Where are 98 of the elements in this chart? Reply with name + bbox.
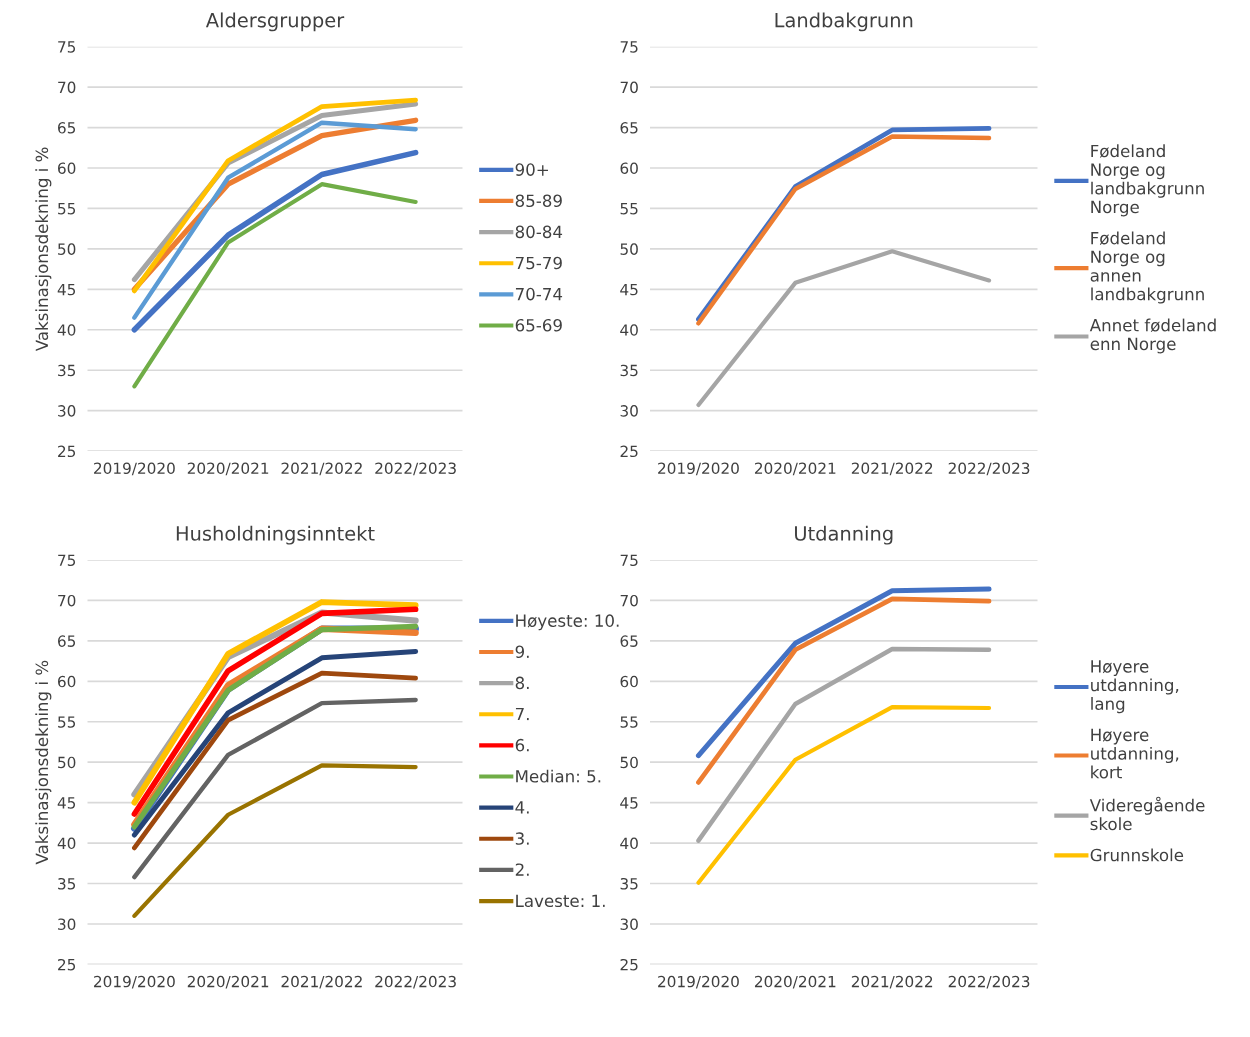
legend-label: 65-69 [515, 318, 562, 332]
y-tick-label: 65 [58, 635, 76, 647]
line-series [696, 596, 992, 785]
y-tick-label: 35 [620, 877, 638, 890]
y-tick-label: 45 [620, 283, 638, 296]
chart-title: Husholdningsinntekt [176, 525, 375, 545]
legend-label: Høyeste: 10. [516, 614, 619, 631]
y-tick-label: 70 [620, 81, 638, 94]
y-tick-label: 60 [58, 675, 76, 688]
x-tick-label: 2021/2022 [851, 975, 933, 989]
y-tick-label: 40 [57, 837, 76, 850]
line-series [132, 182, 418, 389]
y-tick-label: 50 [58, 756, 76, 769]
line-series [696, 646, 992, 843]
chart-title: Landbakgrunn [775, 12, 913, 32]
y-tick-label: 50 [620, 243, 638, 255]
y-tick-label: 60 [58, 162, 76, 175]
x-tick-label: 2019/2020 [94, 462, 175, 476]
x-tick-label: 2022/2023 [948, 462, 1030, 476]
y-tick-label: 25 [58, 958, 76, 971]
legend-label: 2. [515, 863, 529, 876]
y-tick-label: 65 [620, 635, 638, 647]
legend-label: 9. [515, 645, 529, 659]
y-tick-label: 70 [58, 594, 76, 607]
y-tick-label: 45 [620, 797, 638, 809]
y-tick-label: 45 [57, 283, 76, 296]
legend-label: Laveste: 1. [516, 894, 605, 908]
y-tick-label: 45 [57, 797, 76, 809]
y-tick-label: 30 [620, 918, 638, 930]
x-tick-label: 2019/2020 [658, 975, 739, 989]
chart-title: Aldersgrupper [205, 12, 345, 32]
x-tick-label: 2021/2022 [281, 975, 362, 989]
y-tick-label: 50 [58, 243, 76, 255]
x-tick-label: 2021/2022 [851, 462, 933, 476]
x-tick-label: 2020/2021 [187, 975, 269, 989]
legend-label: Grunnskole [1090, 848, 1184, 862]
legend-label: 3. [515, 832, 529, 845]
legend-label: 85-89 [515, 194, 562, 208]
y-tick-label: 55 [58, 203, 76, 215]
x-tick-label: 2020/2021 [754, 975, 836, 989]
legend-label: 80-84 [515, 225, 563, 239]
y-tick-label: 30 [620, 405, 638, 417]
y-tick-label: 30 [58, 918, 76, 930]
y-tick-label: 75 [620, 554, 638, 566]
y-tick-label: 65 [620, 122, 638, 134]
y-tick-label: 75 [58, 554, 76, 566]
legend-label: 7. [515, 707, 529, 721]
y-tick-label: 60 [620, 162, 638, 175]
y-tick-label: 40 [620, 837, 638, 850]
legend-label: 4. [515, 801, 529, 814]
legend-label: Annet fødeland enn Norge [1089, 318, 1216, 354]
legend-label: Median: 5. [516, 769, 601, 783]
x-tick-label: 2019/2020 [94, 975, 175, 989]
y-tick-label: 30 [58, 405, 76, 417]
x-tick-label: 2022/2023 [375, 462, 456, 476]
y-tick-label: 40 [57, 324, 76, 336]
x-tick-label: 2019/2020 [658, 462, 739, 476]
y-tick-label: 65 [58, 122, 76, 134]
x-tick-label: 2020/2021 [187, 462, 269, 476]
legend-label: 75-79 [515, 256, 562, 270]
line-series [132, 697, 418, 880]
y-tick-label: 25 [58, 445, 76, 458]
legend-label: 8. [515, 676, 529, 690]
legend-label: 90+ [515, 163, 548, 176]
y-tick-label: 55 [620, 203, 638, 215]
x-tick-label: 2022/2023 [948, 975, 1030, 989]
line-series [696, 705, 992, 885]
y-tick-label: 70 [620, 594, 638, 607]
y-tick-label: 60 [620, 675, 638, 688]
legend-label: 6. [515, 738, 529, 752]
legend-label: Videregående skole [1089, 796, 1205, 831]
x-tick-label: 2022/2023 [375, 975, 456, 989]
legend-label: 70-74 [515, 287, 563, 301]
y-tick-label: 35 [58, 364, 76, 377]
y-tick-label: 35 [620, 364, 638, 377]
legend-label: Høyere utdanning, kort [1091, 728, 1179, 779]
y-tick-label: 55 [58, 716, 76, 728]
line-series [132, 763, 418, 918]
x-tick-label: 2021/2022 [281, 462, 362, 476]
y-tick-label: 25 [620, 958, 638, 971]
line-series [132, 120, 418, 320]
legend-label: Fødeland Norge og annen landbakgrunn [1090, 231, 1204, 304]
y-tick-label: 35 [58, 877, 76, 890]
line-series [132, 670, 418, 851]
y-tick-label: 75 [58, 41, 76, 53]
legend-label: Fødeland Norge og landbakgrunn Norge [1091, 144, 1204, 217]
y-axis-title: Vaksinasjonsdekning i % [35, 147, 52, 352]
y-tick-label: 50 [620, 756, 638, 769]
line-series [696, 249, 992, 408]
y-axis-title: Vaksinasjonsdekning i % [35, 660, 52, 865]
y-tick-label: 55 [620, 716, 638, 728]
x-tick-label: 2020/2021 [754, 462, 836, 476]
y-tick-label: 75 [620, 41, 638, 53]
y-tick-label: 40 [620, 324, 638, 336]
chart-title: Utdanning [795, 525, 893, 545]
legend-label: Høyere utdanning, lang [1091, 660, 1179, 714]
y-tick-label: 70 [58, 81, 76, 94]
y-tick-label: 25 [620, 445, 638, 458]
